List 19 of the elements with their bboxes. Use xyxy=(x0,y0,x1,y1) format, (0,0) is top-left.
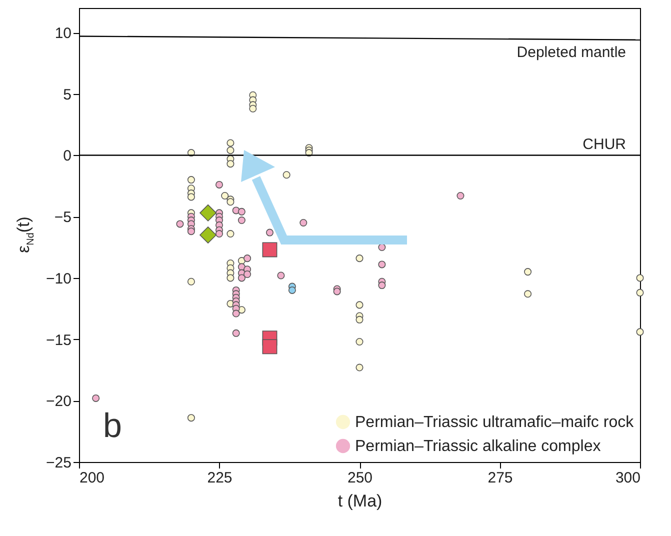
legend-label: Permian–Triassic ultramafic–maifc rock xyxy=(355,414,635,431)
x-axis-title: t (Ma) xyxy=(338,492,382,510)
x-tick-label: 200 xyxy=(80,470,105,486)
x-tick-label: 300 xyxy=(615,470,640,486)
x-tick-label: 225 xyxy=(207,470,232,486)
series-label: Depleted mantle xyxy=(516,44,626,61)
y-tick-label: −20 xyxy=(46,393,72,410)
y-tick-label: 5 xyxy=(63,86,72,104)
annotation: b xyxy=(103,407,122,445)
x-tick-label: 250 xyxy=(347,470,373,486)
x-tick-label: 275 xyxy=(488,470,513,486)
y-tick-label: −10 xyxy=(46,270,72,288)
y-tick-label: 10 xyxy=(54,25,72,42)
y-tick-label: −25 xyxy=(46,454,72,472)
y-tick-label: −5 xyxy=(54,209,72,226)
ref-line-label: CHUR xyxy=(582,136,626,154)
legend-label: Permian–Triassic alkaline complex xyxy=(355,438,601,455)
y-tick-label: 0 xyxy=(63,148,72,165)
y-tick-label: −15 xyxy=(46,332,72,349)
